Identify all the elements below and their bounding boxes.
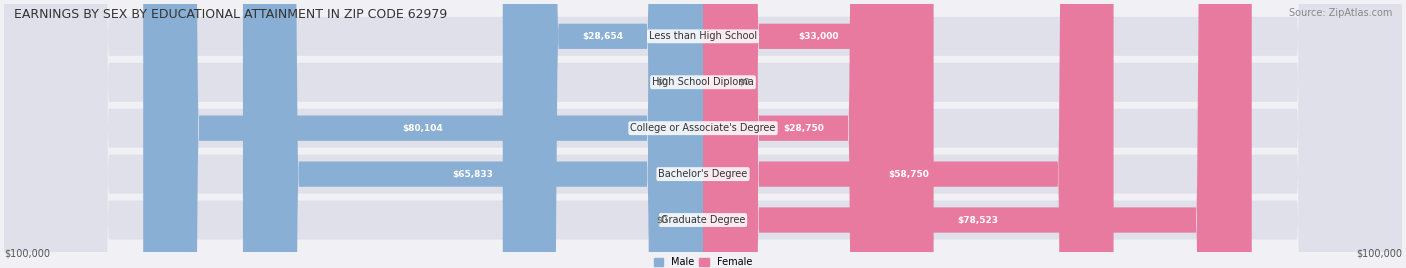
FancyBboxPatch shape: [243, 0, 703, 268]
Text: College or Associate's Degree: College or Associate's Degree: [630, 123, 776, 133]
Text: Source: ZipAtlas.com: Source: ZipAtlas.com: [1288, 8, 1392, 18]
FancyBboxPatch shape: [4, 0, 1402, 268]
FancyBboxPatch shape: [703, 0, 904, 268]
FancyBboxPatch shape: [4, 0, 1402, 268]
FancyBboxPatch shape: [4, 0, 1402, 268]
FancyBboxPatch shape: [703, 0, 934, 268]
Text: $28,750: $28,750: [783, 124, 824, 133]
Text: Bachelor's Degree: Bachelor's Degree: [658, 169, 748, 179]
Text: $0: $0: [738, 78, 749, 87]
Text: $78,523: $78,523: [957, 215, 998, 225]
Text: $33,000: $33,000: [799, 32, 838, 41]
FancyBboxPatch shape: [143, 0, 703, 268]
Text: $100,000: $100,000: [4, 248, 51, 259]
Text: $28,654: $28,654: [582, 32, 623, 41]
FancyBboxPatch shape: [4, 0, 1402, 268]
Text: $100,000: $100,000: [1355, 248, 1402, 259]
Text: $0: $0: [657, 78, 668, 87]
Text: High School Diploma: High School Diploma: [652, 77, 754, 87]
Text: $58,750: $58,750: [887, 170, 929, 178]
Text: Less than High School: Less than High School: [650, 31, 756, 41]
FancyBboxPatch shape: [503, 0, 703, 268]
FancyBboxPatch shape: [4, 0, 1402, 268]
Text: EARNINGS BY SEX BY EDUCATIONAL ATTAINMENT IN ZIP CODE 62979: EARNINGS BY SEX BY EDUCATIONAL ATTAINMEN…: [14, 8, 447, 21]
FancyBboxPatch shape: [703, 0, 1251, 268]
Legend: Male, Female: Male, Female: [654, 257, 752, 267]
FancyBboxPatch shape: [703, 0, 1114, 268]
Text: Graduate Degree: Graduate Degree: [661, 215, 745, 225]
Text: $0: $0: [657, 215, 668, 225]
Text: $65,833: $65,833: [453, 170, 494, 178]
Text: $80,104: $80,104: [402, 124, 443, 133]
